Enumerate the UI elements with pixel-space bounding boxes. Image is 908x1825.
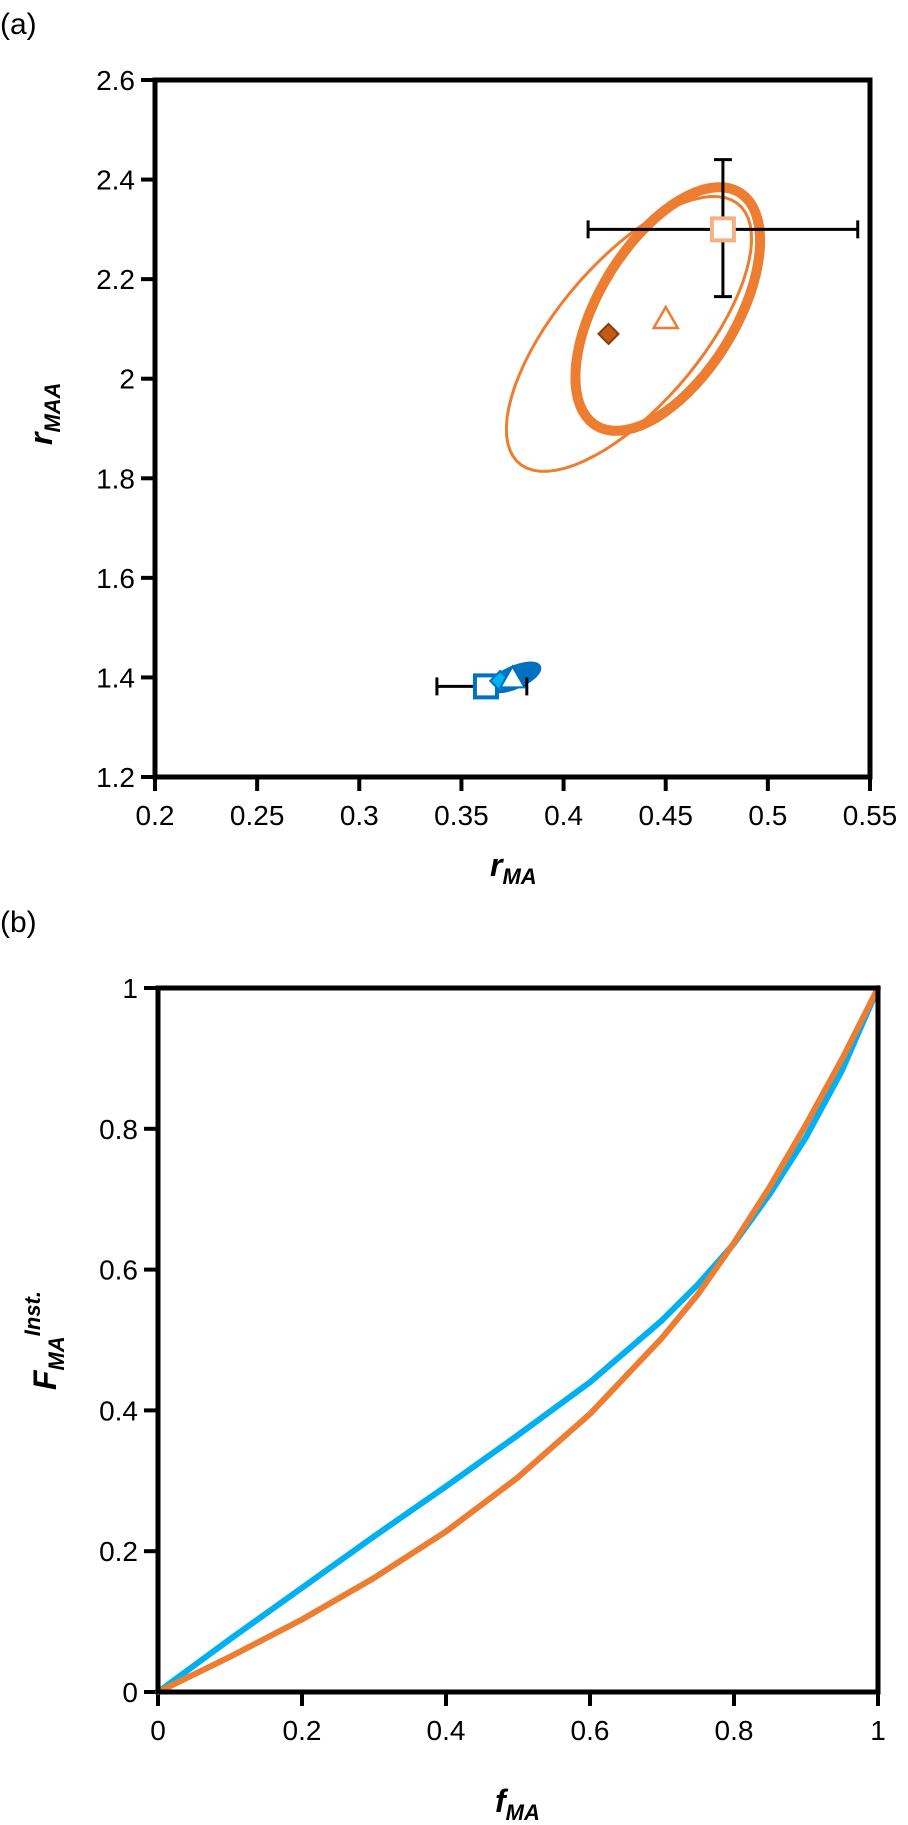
panel-a-x-axis-title-main: r [490, 847, 504, 883]
panel-b-y-tick-label-1: 0.2 [99, 1536, 138, 1567]
panel-b-y-axis-title-main: F [27, 1369, 63, 1390]
panel-a-y-tick-label-7: 2.6 [96, 65, 135, 96]
panel-a-x-axis-title: rMA [490, 847, 537, 889]
panel-a-x-tick-label-1: 0.25 [230, 800, 285, 831]
panel-b-y-axis-title: FMAInst. [20, 1291, 69, 1390]
panel-a-y-tick-label-5: 2.2 [96, 264, 135, 295]
panel-a-y-tick-label-3: 1.8 [96, 463, 135, 494]
panel-b-y-tick-label-2: 0.4 [99, 1395, 138, 1426]
panel-b-y-axis-title-sup: Inst. [20, 1291, 45, 1336]
panel-a-y-axis-title-main: r [23, 431, 59, 445]
panel-b-plot-frame [155, 985, 881, 1695]
panel-a-x-tick-label-2: 0.3 [340, 800, 379, 831]
panel-a-x-tick-label-7: 0.55 [843, 800, 898, 831]
panel-a-y-axis-title: rMAA [23, 382, 65, 445]
panel-b-x-tick-label-0: 0 [150, 1715, 166, 1746]
panel-a-y-tick-label-0: 1.2 [96, 762, 135, 793]
panel-b-x-axis-title-sub: MA [506, 1800, 540, 1825]
panel-b-marks [155, 985, 881, 1695]
panel-a-x-tick-label-6: 0.5 [748, 800, 787, 831]
panel-a-x-tick-label-5: 0.45 [638, 800, 693, 831]
panel-b-y-tick-label-4: 0.8 [99, 1114, 138, 1145]
panel-a-label: (a) [0, 8, 37, 41]
panel-a-x-tick-label-4: 0.4 [544, 800, 583, 831]
panel-a-marks [435, 158, 860, 700]
panel-b-label: (b) [0, 906, 37, 939]
orange-curve [155, 985, 881, 1695]
panel-b-y-tick-label-5: 1 [122, 973, 138, 1004]
panel-a-plot-frame [152, 77, 873, 780]
blue-triangle-marker [498, 664, 527, 689]
orange-confidence-ellipse-1 [504, 194, 754, 473]
blue-curve [155, 985, 881, 1695]
panel-b-x-tick-label-5: 1 [870, 1715, 886, 1746]
panel-b-axis-ticks [144, 986, 880, 1706]
panel-a-y-tick-label-2: 1.6 [96, 563, 135, 594]
panel-b-x-tick-label-4: 0.8 [715, 1715, 754, 1746]
panel-b-y-axis-title-sub: MA [44, 1336, 69, 1370]
orange-square-marker [709, 216, 736, 243]
panel-b: (b) 0 0.2 0.4 0.6 0.8 100.20.40.60.81 fMA FMA… [0, 906, 886, 1825]
panel-a-tick-labels: 0.2 0.25 0.3 0.35 0.4 0.45 0.5 0.55 1.2 1.4 1.6 1.8… [96, 65, 897, 831]
panel-b-x-tick-label-1: 0.2 [283, 1715, 322, 1746]
panel-b-x-axis-title-main: f [495, 1783, 509, 1819]
panel-b-tick-labels: 0 0.2 0.4 0.6 0.8 1 0 0.2 0.4 0.6 0.8 1 [99, 973, 886, 1746]
panel-a-y-tick-label-1: 1.4 [96, 662, 135, 693]
panel-a-y-axis-title-sub: MAA [40, 382, 65, 432]
orange-diamond-marker [597, 322, 620, 346]
panel-b-y-tick-label-0: 0 [122, 1677, 138, 1708]
panel-b-x-tick-label-3: 0.6 [571, 1715, 610, 1746]
panel-a-x-tick-label-3: 0.35 [434, 800, 489, 831]
panel-a-y-tick-label-4: 2 [119, 364, 135, 395]
panel-a-y-tick-label-6: 2.4 [96, 165, 135, 196]
panel-a-x-tick-label-0: 0.2 [136, 800, 175, 831]
panel-b-x-axis-title: fMA [495, 1783, 540, 1825]
orange-triangle-marker [651, 304, 680, 330]
panel-a: (a) 0.2 0.25 0.3 0.35 0.4 0.45 0.5 0.55 1.2 1.4 1.… [0, 8, 897, 889]
panel-a-x-axis-title-sub: MA [502, 864, 536, 889]
panel-b-y-tick-label-3: 0.6 [99, 1255, 138, 1286]
panel-b-x-tick-label-2: 0.4 [427, 1715, 466, 1746]
